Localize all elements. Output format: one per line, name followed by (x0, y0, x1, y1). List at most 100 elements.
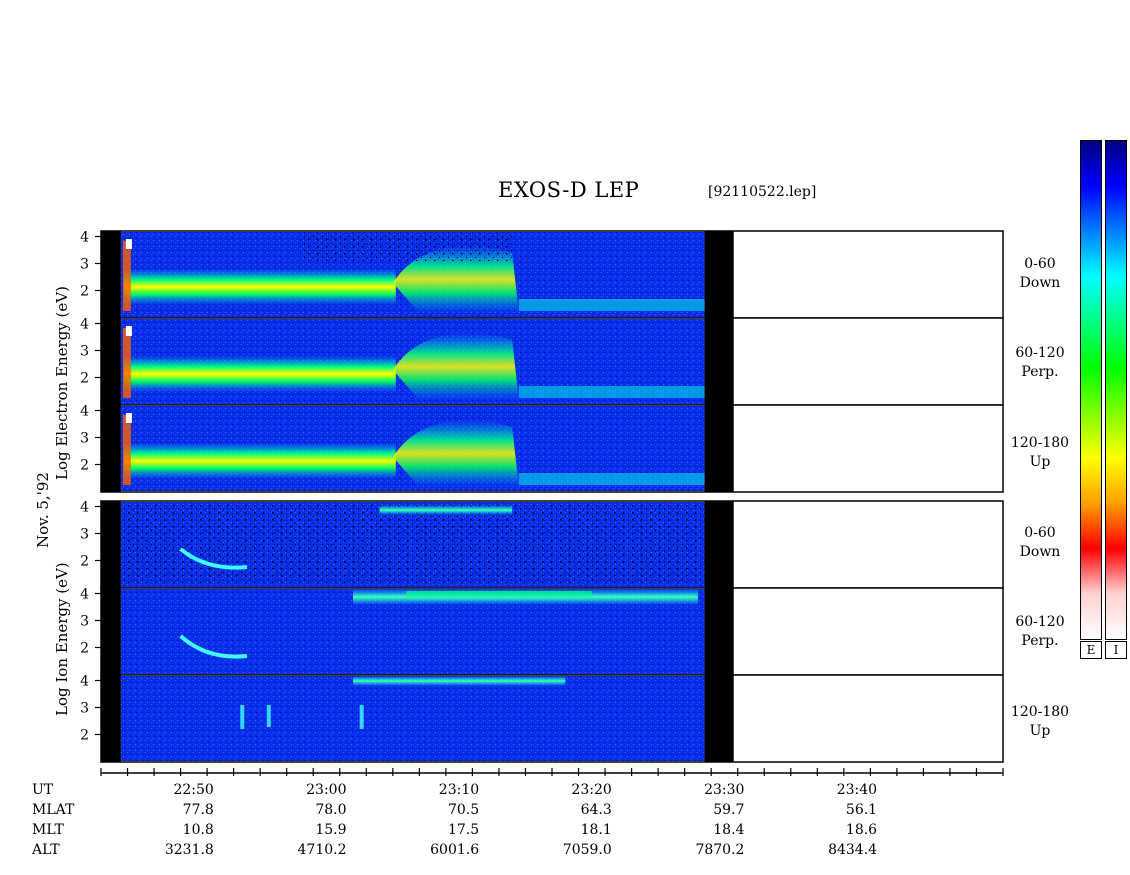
ephemeris-alt-value: 8434.4 (828, 842, 878, 858)
y-tick-label: 3 (80, 701, 89, 717)
y-tick-label: 4 (80, 230, 89, 246)
y-tick-label: 3 (80, 431, 89, 447)
electron-burst (122, 328, 131, 398)
colorbar-label: I (1105, 641, 1127, 659)
ephemeris-mlt-value: 18.1 (580, 822, 612, 838)
ephemeris-mlat-value: 56.1 (845, 802, 878, 818)
panel-electron-1: 2 3 4 (80, 317, 1004, 406)
ephemeris-mlat-value: 77.8 (182, 802, 214, 818)
ephemeris-ut-value: 23:10 (438, 782, 480, 798)
data-gap-start (101, 588, 121, 675)
ephemeris-mlt-value: 18.6 (845, 822, 878, 838)
y-tick-label: 2 (80, 641, 89, 657)
ephemeris-mlt-value: 17.5 (447, 822, 480, 838)
pitch-angle-label: 60-120 (1015, 345, 1065, 361)
y-tick-label: 2 (80, 728, 89, 744)
direction-label: Up (1029, 454, 1051, 470)
y-tick-label: 4 (80, 674, 89, 690)
ephemeris-mlat-value: 70.5 (447, 802, 480, 818)
ion-band (353, 676, 566, 686)
ephemeris-row-label: ALT (32, 842, 60, 858)
ion-axis-label: Log Ion Energy (eV) (53, 562, 71, 716)
pitch-angle-label: 0-60 (1024, 525, 1056, 541)
panel-label: 60-120 Perp. (1000, 613, 1080, 651)
ephemeris-ut-value: 22:50 (173, 782, 214, 798)
electron-burst-core (125, 326, 132, 336)
ephemeris-mlt-value: 18.4 (713, 822, 745, 838)
panel-label: 0-60 Down (1000, 255, 1080, 293)
electron-arc (392, 420, 519, 487)
electron-burst (122, 415, 131, 485)
colorbar (1105, 140, 1127, 640)
electron-band (123, 269, 396, 305)
ephemeris-mlt-value: 10.8 (182, 822, 214, 838)
y-tick-label: 3 (80, 257, 89, 273)
panel-label: 120-180 Up (1000, 434, 1080, 472)
ephemeris-alt-value: 6001.6 (430, 842, 480, 858)
y-tick-label: 3 (80, 344, 89, 360)
electron-arc (392, 333, 519, 400)
data-gap-end (704, 588, 734, 675)
data-gap-end (704, 405, 734, 492)
data-gap-start (101, 501, 121, 588)
ephemeris-ut-value: 23:20 (571, 782, 612, 798)
y-tick-label: 4 (80, 317, 89, 333)
ephemeris-mlat-value: 59.7 (713, 802, 745, 818)
ion-dispersion (179, 547, 248, 570)
panel-label: 120-180 Up (1000, 703, 1080, 741)
electron-burst-core (125, 239, 132, 249)
data-gap-end (704, 318, 734, 405)
direction-label: Perp. (1021, 633, 1059, 649)
date-label: Nov. 5,'92 (34, 472, 52, 548)
electron-band (123, 356, 396, 392)
panel-electron-2: 2 3 4 (80, 404, 1004, 493)
electron-band (123, 443, 396, 479)
ephemeris-alt-value: 7870.2 (695, 842, 745, 858)
panel-ion-5: 2 3 4 (80, 674, 1004, 763)
y-tick-label: 4 (80, 587, 89, 603)
ephemeris-row-label: UT (32, 782, 54, 798)
direction-label: Up (1029, 723, 1051, 739)
y-tick-label: 2 (80, 458, 89, 474)
data-gap-start (101, 231, 121, 318)
colorbar (1080, 140, 1102, 640)
y-tick-label: 4 (80, 500, 89, 516)
pitch-angle-label: 60-120 (1015, 614, 1065, 630)
ephemeris-mlat-value: 64.3 (580, 802, 612, 818)
direction-label: Down (1019, 544, 1061, 560)
ion-spike (266, 705, 271, 727)
data-gap-end (704, 231, 734, 318)
noise-dots (120, 503, 705, 583)
ephemeris-ut-value: 23:40 (836, 782, 878, 798)
panel-label: 0-60 Down (1000, 524, 1080, 562)
electron-trace (518, 386, 705, 398)
ephemeris-mlat-value: 78.0 (315, 802, 347, 818)
panel-label: 60-120 Perp. (1000, 344, 1080, 382)
chart-title: EXOS-D LEP (498, 178, 640, 202)
panel-ion-4: 2 3 4 (80, 587, 1004, 676)
ephemeris-alt-value: 3231.8 (164, 842, 214, 858)
direction-label: Down (1019, 275, 1061, 291)
y-tick-label: 2 (80, 554, 89, 570)
data-gap-start (101, 405, 121, 492)
pitch-angle-label: 0-60 (1024, 256, 1056, 272)
noise-dots (299, 233, 513, 261)
direction-label: Perp. (1021, 364, 1059, 380)
electron-arc (392, 246, 519, 313)
electron-burst-core (125, 413, 132, 423)
colorbar-label: E (1080, 641, 1102, 659)
electron-axis-label: Log Electron Energy (eV) (53, 286, 71, 480)
y-tick-label: 3 (80, 614, 89, 630)
ion-spike (359, 705, 364, 729)
ephemeris-mlt-value: 15.9 (315, 822, 347, 838)
y-tick-label: 4 (80, 404, 89, 420)
y-tick-label: 2 (80, 284, 89, 300)
ephemeris-ut-value: 23:30 (704, 782, 745, 798)
electron-trace (518, 299, 705, 311)
ion-spike (240, 705, 245, 729)
pitch-angle-label: 120-180 (1010, 704, 1070, 720)
spectrogram-field (120, 676, 705, 761)
panel-electron-0: 2 3 4 (80, 230, 1004, 319)
y-tick-label: 3 (80, 527, 89, 543)
data-gap-end (704, 675, 734, 762)
